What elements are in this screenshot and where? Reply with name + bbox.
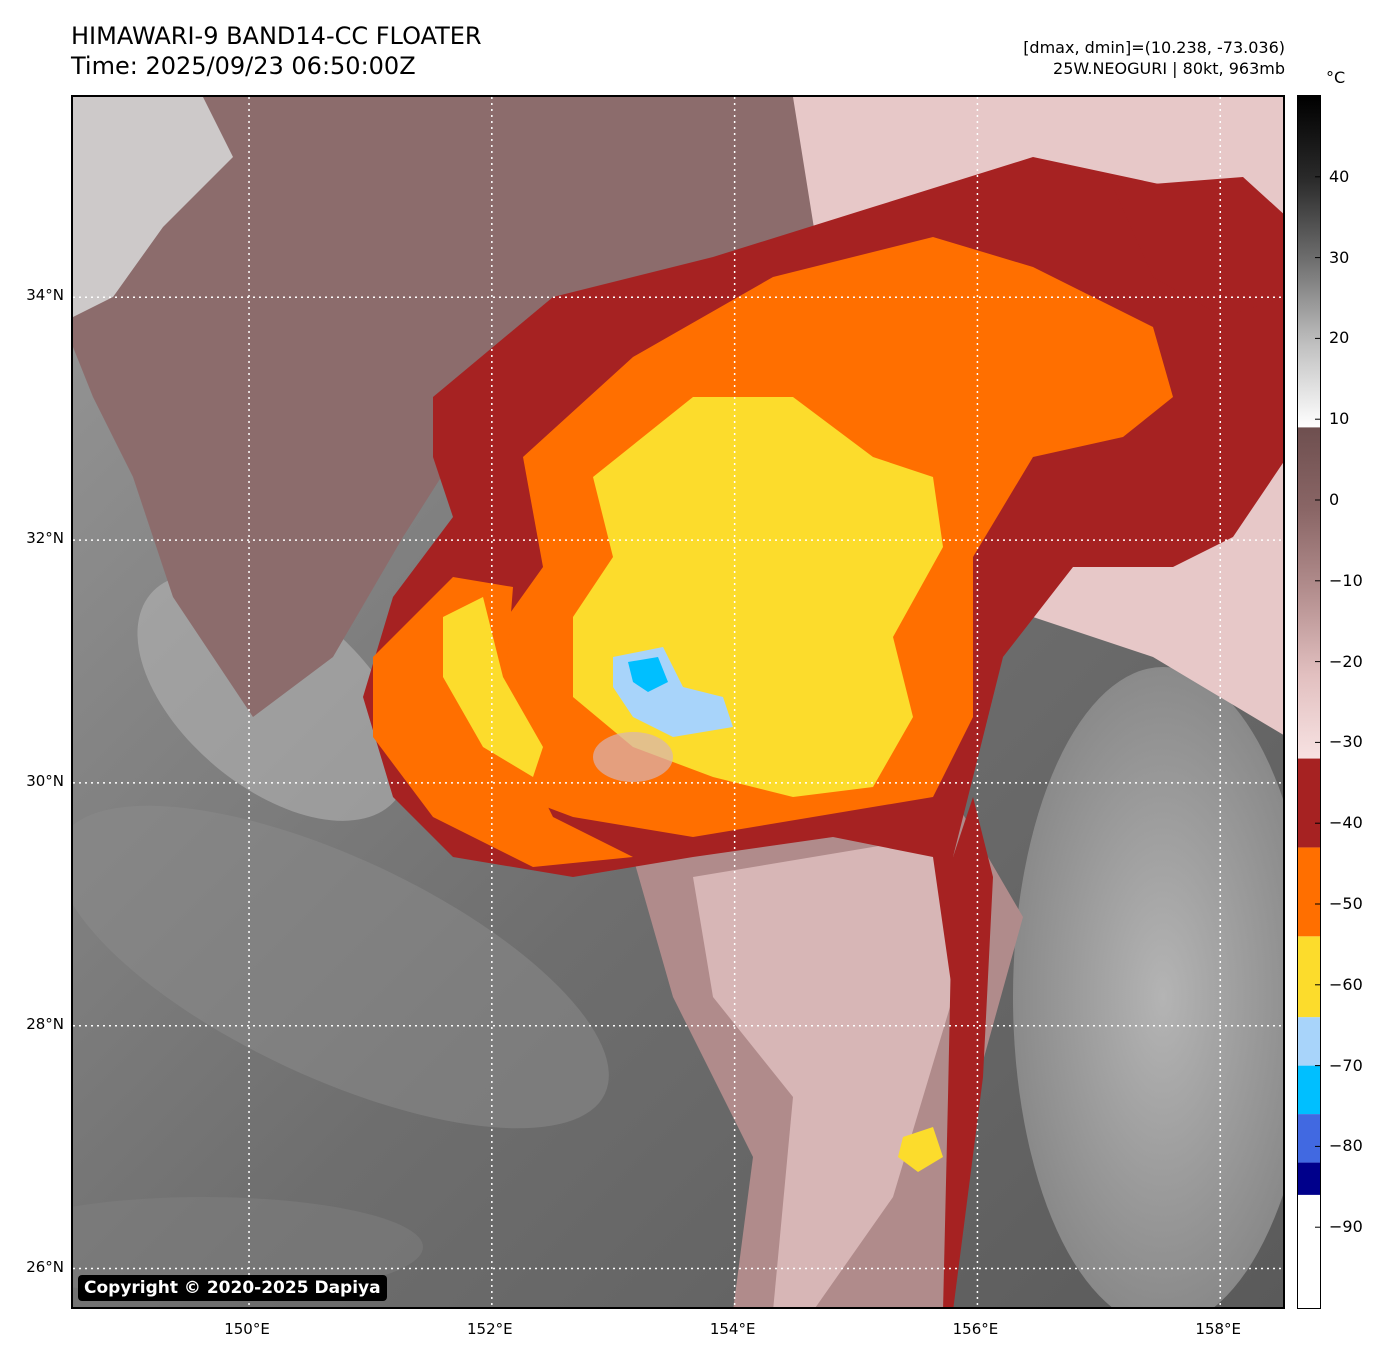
colorbar-tick-label: −80	[1329, 1136, 1363, 1156]
latitude-label: 26°N	[26, 1257, 64, 1276]
colorbar-tick-label: 40	[1329, 166, 1350, 186]
colorbar-scale	[1298, 96, 1320, 1308]
colorbar-tick-label: −40	[1329, 813, 1363, 833]
longitude-label: 152°E	[467, 1320, 513, 1338]
rainband-dark-red	[943, 797, 993, 1307]
colorbar-tick-label: −70	[1329, 1055, 1363, 1075]
colorbar-unit: °C	[1326, 68, 1346, 87]
graticule	[73, 97, 1283, 1307]
isolated-cell-yellow	[898, 1127, 943, 1172]
colorbar-segment	[1298, 1065, 1320, 1115]
latitude-label: 28°N	[26, 1014, 64, 1033]
satellite-imagery	[73, 97, 1283, 1307]
low-cloud-streak	[73, 1197, 423, 1297]
colorbar-tick-label: −20	[1329, 651, 1363, 671]
longitude-label: 150°E	[224, 1320, 270, 1338]
longitude-label: 154°E	[709, 1320, 756, 1338]
storm-info: 25W.NEOGURI | 80kt, 963mb	[1053, 59, 1285, 78]
latitude-label: 32°N	[26, 529, 64, 548]
east-cloud-field	[1013, 667, 1283, 1307]
colorbar-tick-label: −30	[1329, 732, 1363, 752]
dmax-dmin-readout: [dmax, dmin]=(10.238, -73.036)	[1023, 38, 1285, 57]
colorbar-tick-label: −60	[1329, 974, 1363, 994]
colorbar-tick-label: 0	[1329, 490, 1340, 509]
latitude-label: 30°N	[26, 771, 64, 790]
colorbar-segment	[1298, 1114, 1320, 1163]
colorbar-tick-label: −50	[1329, 894, 1363, 913]
deep-convection-dark-red	[1113, 177, 1283, 317]
pink-rainband-south	[693, 837, 953, 1307]
latitude-label: 34°N	[26, 286, 64, 305]
colorbar-tick-label: 20	[1329, 328, 1350, 348]
colorbar-segment	[1298, 1194, 1320, 1308]
satellite-map: Copyright © 2020-2025 Dapiya	[71, 95, 1285, 1309]
colorbar-tick-label: 10	[1329, 409, 1350, 429]
timestamp: Time: 2025/09/23 06:50:00Z	[71, 52, 416, 80]
rainband-yellow	[443, 597, 543, 777]
colorbar	[1297, 95, 1321, 1309]
chart-title: HIMAWARI-9 BAND14-CC FLOATER	[71, 22, 482, 50]
cloud-free-corner	[73, 97, 233, 317]
colorbar-tick-label: −90	[1329, 1217, 1363, 1237]
colorbar-gradient-segment	[1298, 96, 1320, 428]
longitude-label: 156°E	[952, 1320, 999, 1338]
colorbar-segment	[1298, 936, 1320, 1018]
longitude-label: 158°E	[1195, 1320, 1242, 1338]
colorbar-segment	[1298, 1017, 1320, 1066]
copyright-notice: Copyright © 2020-2025 Dapiya	[78, 1275, 387, 1301]
colorbar-gradient-segment	[1298, 427, 1320, 759]
coldest-cloud-cyan	[628, 657, 668, 692]
colorbar-segment	[1298, 758, 1320, 848]
colorbar-segment	[1298, 1162, 1320, 1195]
colorbar-tick-label: −10	[1329, 570, 1363, 590]
colorbar-tick-label: 30	[1329, 247, 1350, 267]
colorbar-segment	[1298, 847, 1320, 937]
storm-center-region	[593, 732, 673, 782]
low-cloud-streak	[73, 805, 609, 1129]
